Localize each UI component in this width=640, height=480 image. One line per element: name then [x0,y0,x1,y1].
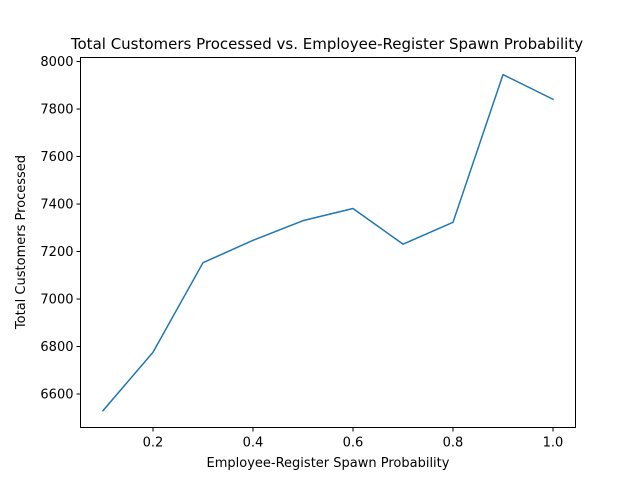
x-axis-label: Employee-Register Spawn Probability [207,456,450,471]
x-tick-label: 1.0 [543,436,564,451]
x-tick-label: 0.6 [343,436,364,451]
y-tick-label: 7000 [40,293,73,308]
y-tick-label: 7200 [40,245,73,260]
series-line-0 [101,73,555,412]
x-axis: 0.2 0.4 0.6 0.8 1.0 [143,427,564,451]
x-tick-label: 0.8 [443,436,464,451]
plot-area [101,73,555,412]
y-tick-label: 7400 [40,198,73,213]
chart-title: Total Customers Processed vs. Employee-R… [70,35,583,53]
y-tick-label: 7600 [40,150,73,165]
plot-frame [80,57,576,428]
y-tick-label: 7800 [40,103,73,118]
y-axis-label: Total Customers Processed [14,155,29,330]
x-tick-label: 0.4 [243,436,264,451]
y-tick-label: 8000 [40,55,73,70]
y-tick-label: 6800 [40,340,73,355]
x-tick-label: 0.2 [143,436,164,451]
y-axis: 6600 6800 7000 7200 7400 7600 7800 8000 [40,55,81,403]
y-tick-label: 6600 [40,388,73,403]
